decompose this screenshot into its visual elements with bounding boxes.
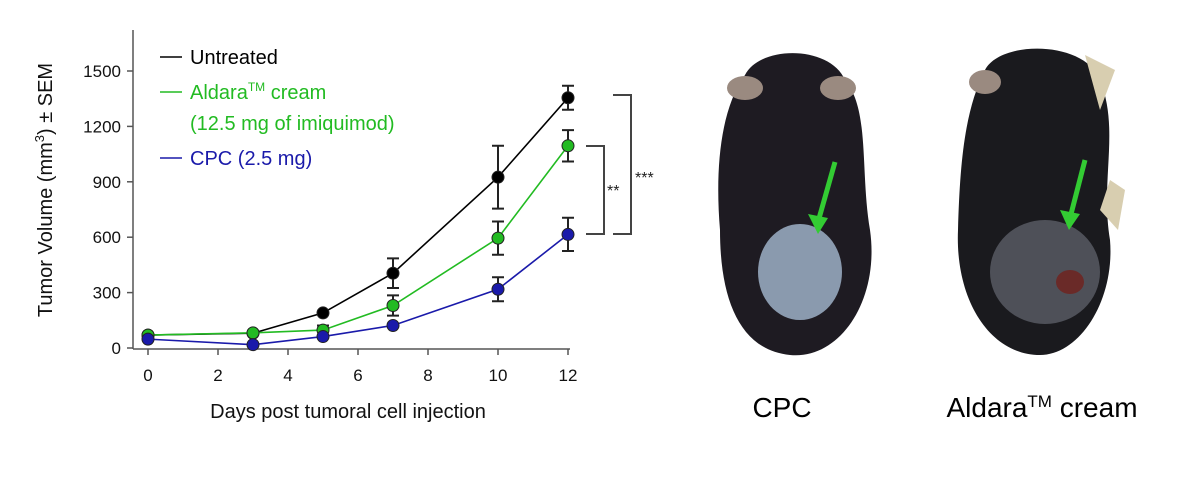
green-arrow-icon xyxy=(815,161,838,223)
data-point xyxy=(246,338,260,352)
mouse-ear xyxy=(727,76,763,100)
data-point xyxy=(561,139,575,153)
data-point xyxy=(141,332,155,346)
legend-cpc: CPC (2.5 mg) xyxy=(190,148,312,170)
y-tick-label: 0 xyxy=(112,339,121,358)
legend-untreated: Untreated xyxy=(190,47,278,69)
data-point xyxy=(491,282,505,296)
data-point xyxy=(386,299,400,313)
significance-brackets: ** *** xyxy=(586,94,654,235)
y-tick-label: 900 xyxy=(93,173,121,192)
series-line xyxy=(147,145,569,336)
tumor xyxy=(990,220,1100,324)
data-point xyxy=(386,266,400,280)
significance-label-double: ** xyxy=(607,183,619,200)
legend-aldara-dose: (12.5 mg of imiquimod) xyxy=(190,113,395,135)
x-tick-label: 0 xyxy=(143,366,152,385)
axes xyxy=(132,30,570,350)
photo-aldara-mouse xyxy=(957,48,1125,356)
x-tick-label: 2 xyxy=(213,366,222,385)
y-tick-label: 600 xyxy=(93,228,121,247)
data-point xyxy=(316,306,330,320)
mouse-ear xyxy=(969,70,1001,94)
data-point xyxy=(316,330,330,344)
legend: Untreated AldaraTM cream (12.5 mg of imi… xyxy=(160,47,395,170)
y-axis-label: Tumor Volume (mm3) ± SEM xyxy=(32,63,57,317)
series-line xyxy=(147,233,569,346)
bracket-untreated-cpc xyxy=(613,94,632,235)
tumor xyxy=(758,224,842,320)
x-tick-label: 8 xyxy=(423,366,432,385)
data-point xyxy=(386,318,400,332)
x-axis-label: Days post tumoral cell injection xyxy=(210,401,486,423)
x-tick-label: 4 xyxy=(283,366,292,385)
y-tick-label: 1500 xyxy=(83,62,121,81)
caption-cpc: CPC xyxy=(752,392,811,423)
mouse-ear xyxy=(820,76,856,100)
data-point xyxy=(491,231,505,245)
x-tick-label: 6 xyxy=(353,366,362,385)
x-tick-label: 12 xyxy=(559,366,578,385)
caption-aldara: AldaraTM cream xyxy=(946,392,1137,423)
data-point xyxy=(491,170,505,184)
photo-cpc-mouse xyxy=(718,53,872,356)
green-arrow-icon xyxy=(1067,159,1088,219)
bracket-aldara-cpc xyxy=(586,145,605,235)
data-point xyxy=(561,227,575,241)
legend-aldara: AldaraTM cream xyxy=(190,80,326,104)
data-point xyxy=(246,326,260,340)
x-tick-label: 10 xyxy=(489,366,508,385)
series-2 xyxy=(141,216,575,352)
data-point xyxy=(561,91,575,105)
y-tick-label: 300 xyxy=(93,284,121,303)
y-tick-label: 1200 xyxy=(83,117,121,136)
significance-label-triple: *** xyxy=(635,170,654,187)
